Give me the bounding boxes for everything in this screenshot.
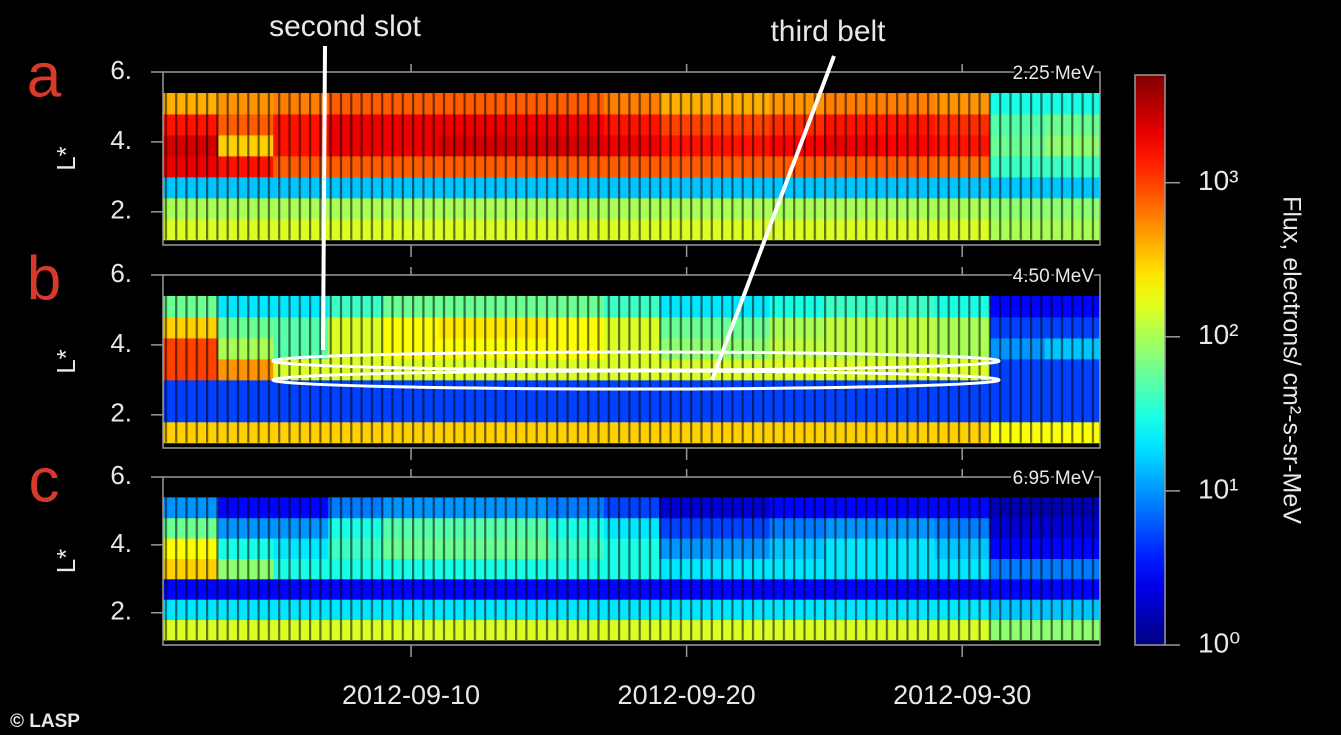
colorbar: Flux, electrons/ cm²-s-sr-MeV 10⁰ 10¹ 10² 1… [1134, 74, 1305, 658]
annotations: second slot third belt [269, 10, 1001, 391]
y-axis-label: L* [51, 349, 81, 374]
x-tick-label: 2012-09-30 [893, 680, 1031, 710]
y-tick-label: 4. [110, 528, 132, 558]
annotation-text: third belt [770, 15, 886, 48]
energy-label: 6.95 MeV [1013, 468, 1095, 489]
panel: 2. 4. 6. 2012-09-10 2012-09-20 2012-09-30 L* c 6… [29, 446, 1101, 710]
annotation-ellipse [271, 369, 1001, 391]
panel-frame [162, 274, 1101, 449]
x-tick-label: 2012-09-10 [342, 680, 480, 710]
y-tick-label: 6. [110, 55, 132, 85]
energy-label: 2.25 MeV [1013, 63, 1095, 84]
colorbar-tick-label: 10² [1198, 319, 1238, 350]
annotation-pointer [321, 45, 327, 351]
colorbar-label: Flux, electrons/ cm²-s-sr-MeV [1277, 196, 1305, 524]
x-tick-label: 2012-09-20 [618, 680, 756, 710]
credit: © LASP [10, 711, 80, 732]
annotation-pointer [710, 55, 836, 381]
y-tick-label: 2. [110, 596, 132, 626]
colorbar-tick-label: 10¹ [1198, 473, 1238, 504]
colorbar-tick-label: 10⁰ [1198, 627, 1240, 658]
y-tick-label: 6. [110, 258, 132, 288]
panels: 2. 4. 6. L* a 2.25 MeV 2. 4. 6. L* b 4.50 MeV 2. 4. 6.… [27, 41, 1101, 710]
orbit-stripes [163, 92, 1100, 240]
energy-label: 4.50 MeV [1013, 266, 1095, 287]
y-tick-label: 4. [110, 125, 132, 155]
y-axis-label: L* [51, 549, 81, 574]
y-tick-label: 2. [110, 398, 132, 428]
panel-frame [162, 476, 1101, 646]
y-tick-label: 6. [110, 460, 132, 490]
orbit-stripes [163, 497, 1100, 640]
y-tick-label: 4. [110, 328, 132, 358]
y-tick-label: 2. [110, 195, 132, 225]
panel-letter: b [27, 244, 61, 313]
panel-letter: a [27, 41, 62, 110]
panel-frame [162, 71, 1101, 246]
panel-letter: c [29, 446, 60, 515]
panel: 2. 4. 6. L* a 2.25 MeV [27, 41, 1101, 257]
annotation-text: second slot [269, 10, 421, 43]
colorbar-tick-label: 10³ [1198, 165, 1238, 196]
colorbar-gradient [1134, 74, 1166, 646]
y-axis-label: L* [51, 146, 81, 171]
